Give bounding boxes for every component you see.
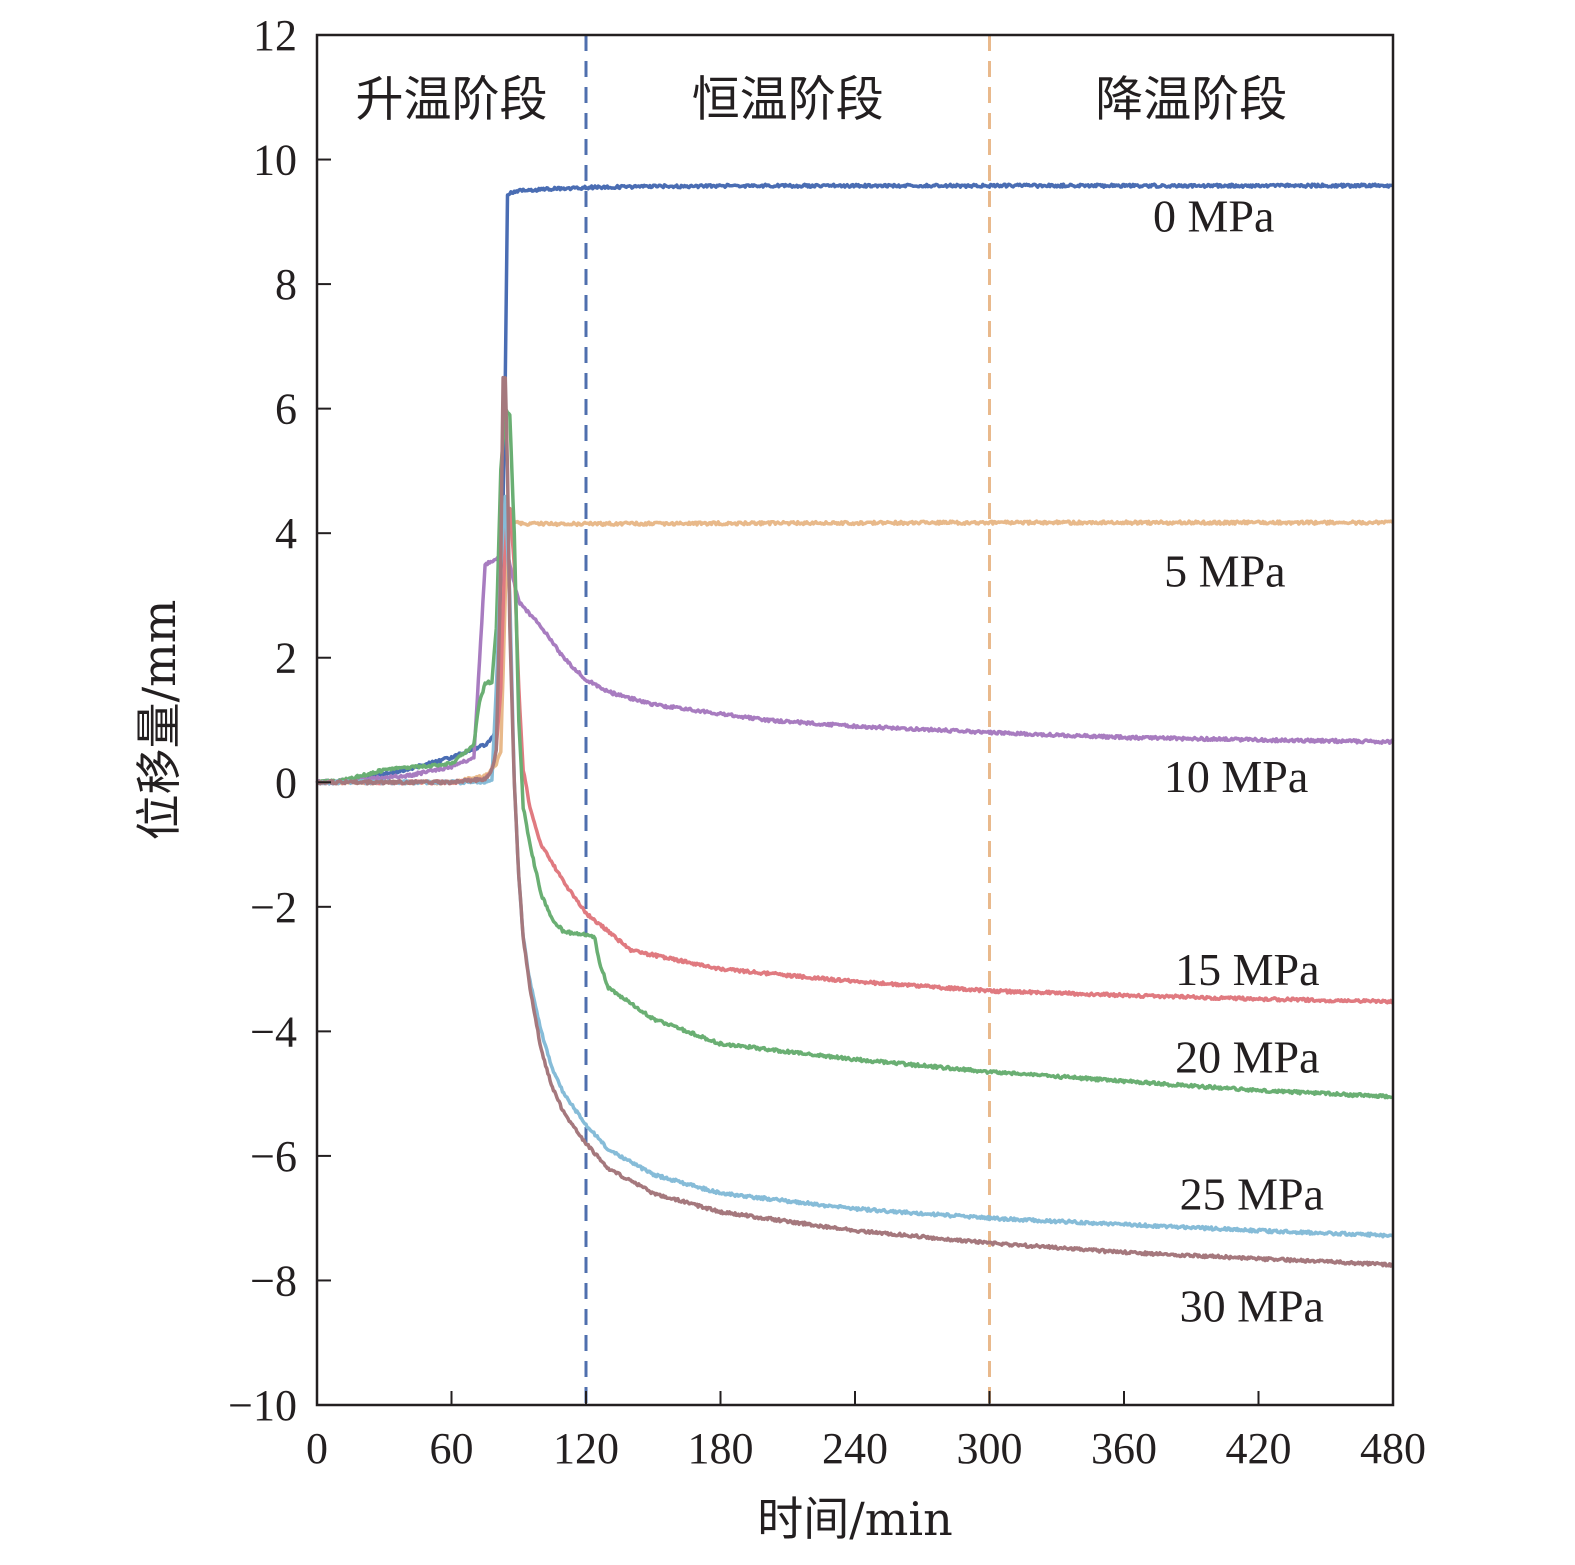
y-tick-label: −10 (228, 1381, 297, 1430)
stage-label: 恒温阶段 (692, 71, 884, 127)
stage-label: 升温阶段 (355, 71, 547, 127)
stage-dividers (584, 35, 991, 1405)
x-tick-label: 0 (306, 1424, 328, 1473)
y-tick-label: −8 (250, 1256, 297, 1305)
y-tick-label: 6 (275, 385, 297, 434)
x-tick-label: 240 (822, 1424, 888, 1473)
y-tick-label: −2 (250, 883, 297, 932)
axis-ticks: 0 60 120 180 240 300 360 420 480 −10 −8 −6 −4 −2 0 2 4 6 8… (228, 11, 1426, 1473)
x-axis-title: 时间/min (757, 1492, 952, 1546)
series-label: 5 MPa (1164, 546, 1285, 597)
stage-labels: 升温阶段 恒温阶段 降温阶段 (355, 71, 1287, 127)
series-line-1 (316, 507, 1395, 786)
y-tick-label: 2 (275, 634, 297, 683)
series-line-5 (316, 494, 1394, 1239)
x-tick-label: 480 (1360, 1424, 1426, 1473)
series-lines (315, 182, 1395, 1268)
series-line-6 (315, 375, 1394, 1268)
y-tick-label: 0 (275, 758, 297, 807)
series-label: 30 MPa (1180, 1280, 1324, 1331)
x-tick-label: 420 (1226, 1424, 1292, 1473)
x-tick-label: 120 (553, 1424, 619, 1473)
x-tick-label: 300 (957, 1424, 1023, 1473)
series-label: 20 MPa (1175, 1031, 1319, 1082)
y-tick-label: 12 (253, 11, 297, 60)
y-tick-label: −4 (250, 1007, 297, 1056)
series-label: 15 MPa (1175, 944, 1319, 995)
series-label: 25 MPa (1180, 1168, 1324, 1219)
y-tick-label: 10 (253, 136, 297, 185)
y-tick-label: 8 (275, 260, 297, 309)
x-tick-label: 180 (688, 1424, 754, 1473)
x-tick-label: 60 (430, 1424, 474, 1473)
series-line-4 (315, 407, 1394, 1100)
series-line-2 (315, 536, 1395, 786)
series-label: 10 MPa (1164, 751, 1308, 802)
series-labels: 0 MPa 5 MPa 10 MPa 15 MPa 20 MPa 25 MPa 30 MPa (1153, 191, 1324, 1332)
series-label: 0 MPa (1153, 191, 1274, 242)
stage-label: 降温阶段 (1095, 71, 1287, 127)
y-axis-title: 位移量/mm (132, 600, 186, 841)
y-tick-label: −6 (250, 1132, 297, 1181)
x-tick-label: 360 (1091, 1424, 1157, 1473)
y-tick-label: 4 (275, 509, 297, 558)
